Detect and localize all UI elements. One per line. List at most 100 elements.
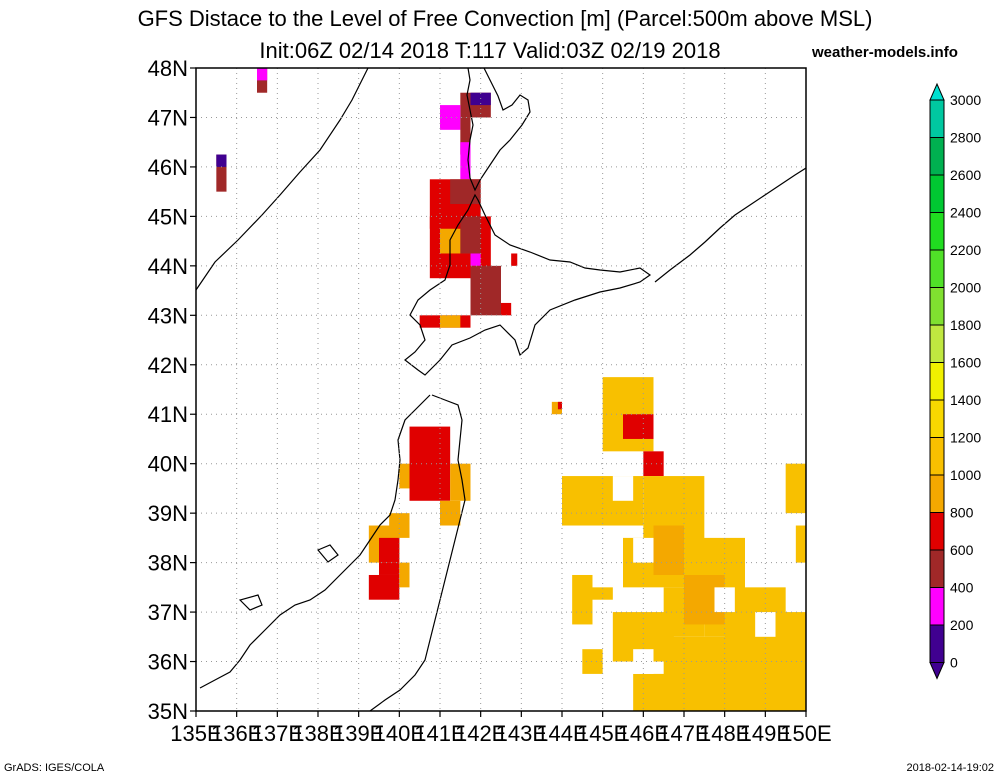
colorbar-label: 0 [950,655,958,671]
plot-frame [195,67,807,712]
field-cell [460,142,471,180]
footer-credit: GrADS: IGES/COLA [4,762,105,774]
field-cell [409,426,451,501]
colorbar-label: 600 [950,542,974,558]
field-cell [795,525,806,563]
field-cell [643,451,664,477]
colorbar-label: 1200 [950,430,981,446]
field-gap [755,612,776,637]
colorbar-swatch [929,474,945,513]
field-gap [612,476,634,501]
lon-label: 139E [333,721,384,746]
field-cell [450,179,481,205]
field-cell [257,68,268,81]
lon-label: 145E [577,721,628,746]
colorbar-label: 2400 [950,205,981,221]
map-title: GFS Distace to the Level of Free Convect… [137,6,873,31]
lon-label: 142E [455,721,506,746]
mainland-coast [196,68,369,291]
colorbar-label: 1600 [950,355,981,371]
colorbar: 3000280026002400220020001800160014001200… [929,82,981,680]
field-cell [557,401,562,410]
lon-label: 137E [252,721,303,746]
colorbar-label: 200 [950,617,974,633]
lon-label: 150E [780,721,831,746]
colorbar-label: 800 [950,505,974,521]
field-cell [623,414,654,439]
colorbar-swatch [929,99,945,138]
field-cell [440,315,461,328]
colorbar-label: 2800 [950,130,981,146]
lat-label: 44N [148,254,188,279]
colorbar-label: 400 [950,580,974,596]
colorbar-swatch [929,212,945,251]
field-gap [633,537,654,563]
footer-timestamp: 2018-02-14-19:02 [906,762,994,774]
lon-label: 140E [374,721,425,746]
lat-label: 37N [148,600,188,625]
latitude-labels: 48N 47N 46N 45N 44N 43N 42N 41N 40N 39N 38N 37N 36N 3… [148,56,188,724]
lon-label: 135E [170,721,221,746]
field-cell [582,649,603,674]
lon-label: 146E [618,721,669,746]
colorbar-swatch [929,437,945,476]
field-cell [379,562,400,575]
colorbar-swatch [929,362,945,401]
field-cell [785,463,806,514]
colorbar-swatch [929,137,945,176]
lat-label: 38N [148,551,188,576]
field-gap [633,649,654,674]
lon-label: 136E [211,721,262,746]
grid-lines [196,68,806,711]
field-cell [399,562,410,588]
colorbar-bottom-arrow [929,662,945,680]
field-cell [470,253,481,266]
lon-label: 138E [292,721,343,746]
longitude-labels: 135E136E137E138E139E140E141E142E143E144E… [170,721,831,746]
lon-label: 141E [414,721,465,746]
lon-label: 144E [536,721,587,746]
lon-label: 149E [740,721,791,746]
lat-label: 35N [148,699,188,724]
colorbar-label: 1400 [950,392,981,408]
field-cell [399,463,410,489]
field-gap [714,587,735,613]
lat-label: 45N [148,204,188,229]
field-cell [216,154,227,167]
lon-label: 143E [496,721,547,746]
colorbar-swatch [929,174,945,213]
lon-label: 148E [699,721,750,746]
field-cell [551,401,562,415]
colorbar-label: 1800 [950,317,981,333]
field-cell [572,574,593,625]
colorbar-swatch [929,287,945,326]
lat-label: 39N [148,501,188,526]
colorbar-label: 2000 [950,280,981,296]
honshu-east-coast [369,394,466,711]
colorbar-swatch [929,587,945,626]
colorbar-label: 3000 [950,92,981,108]
colorbar-swatch [929,249,945,288]
sakhalin-coast [466,68,531,192]
field-cell [216,154,227,192]
field-cell [511,253,518,266]
colorbar-top-arrow [929,82,945,101]
colorbar-swatch [929,399,945,438]
colorbar-swatch [929,624,945,663]
colorbar-label: 2600 [950,167,981,183]
colorbar-swatch [929,549,945,588]
lat-label: 46N [148,155,188,180]
colorbar-label: 1000 [950,467,981,483]
lat-label: 47N [148,105,188,130]
field-cell [653,525,684,575]
field-cell [501,302,512,316]
lon-label: 147E [658,721,709,746]
site-name: weather-models.info [812,44,958,61]
lat-label: 40N [148,452,188,477]
sado-island [317,544,339,563]
hokkaido-coast [404,193,652,376]
lat-label: 42N [148,353,188,378]
field-cell [450,463,471,501]
axis-ticks [190,67,807,717]
